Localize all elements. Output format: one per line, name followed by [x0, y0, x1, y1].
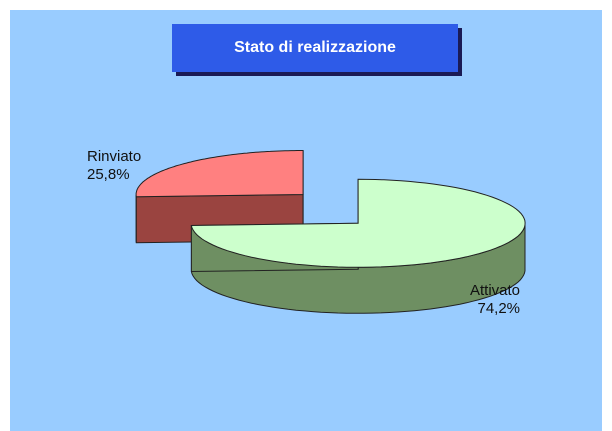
slice-percent-attivato: 74,2% [477, 300, 521, 317]
pie-slice-attivato [190, 178, 526, 314]
chart-title-box: Stato di realizzazione [172, 24, 458, 72]
slice-name-attivato: Attivato [470, 282, 521, 299]
pie-slice-rinviato [135, 150, 304, 244]
slice-label-rinviato: Rinviato 25,8% [87, 148, 141, 184]
chart-title: Stato di realizzazione [234, 39, 396, 56]
slice-percent-rinviato: 25,8% [87, 166, 130, 183]
slice-name-rinviato: Rinviato [87, 148, 142, 165]
slice-label-attivato: Attivato 74,2% [470, 282, 520, 318]
